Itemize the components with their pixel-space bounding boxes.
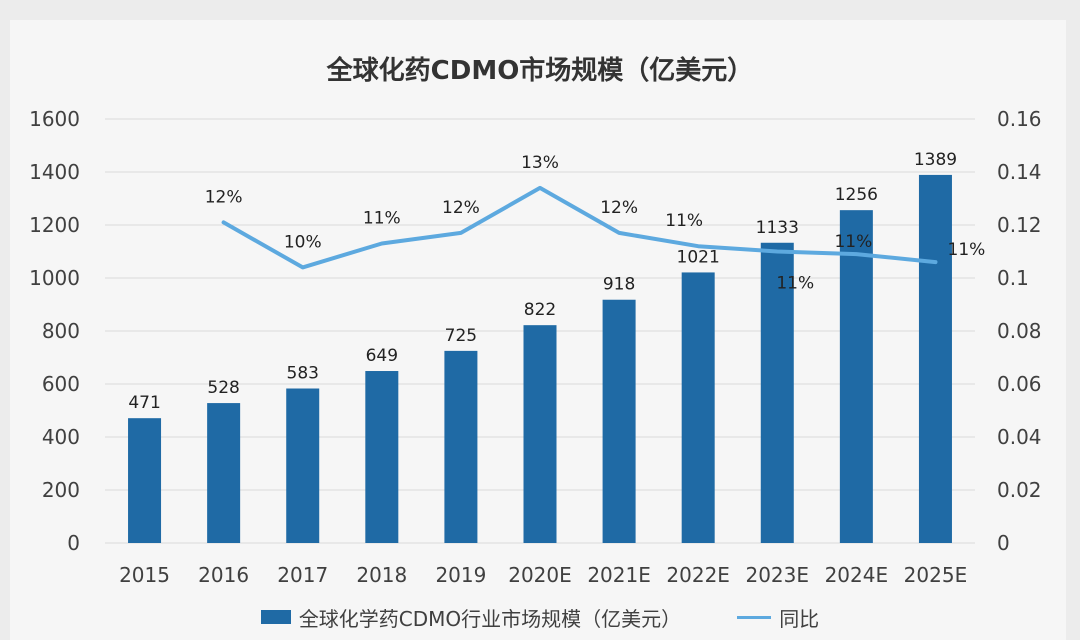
yoy-line [221, 185, 938, 270]
bar-value-label: 1389 [914, 150, 957, 170]
left-axis-tick-label: 600 [42, 372, 80, 396]
x-axis-tick-label: 2016 [198, 563, 249, 587]
legend-item-yoy: 同比 [737, 603, 819, 632]
x-axis-tick-label: 2017 [277, 563, 328, 587]
yoy-value-label: 13% [521, 153, 559, 173]
yoy-value-label: 11% [665, 211, 703, 231]
bar [286, 388, 320, 543]
right-axis-tick-label: 0.14 [997, 160, 1042, 184]
right-axis-tick-label: 0 [997, 531, 1010, 555]
chart-svg: 0 0 200 0.02 400 0.04 600 0.06 800 0.08 1000 0.1 120… [29, 107, 1042, 587]
right-axis-tick-label: 0.04 [997, 425, 1042, 449]
bar [523, 325, 557, 543]
x-axis-tick-label: 2015 [119, 563, 170, 587]
x-axis-tick-label: 2021E [587, 563, 651, 587]
right-axis-tick-label: 0.08 [997, 319, 1042, 343]
right-axis-tick-label: 0.1 [997, 266, 1029, 290]
right-axis-tick-label: 0.06 [997, 372, 1042, 396]
bar [602, 299, 636, 543]
bar [365, 371, 399, 543]
x-axis-tick-label: 2018 [356, 563, 407, 587]
yoy-value-label: 11% [363, 209, 401, 229]
x-axis-tick-label: 2019 [435, 563, 486, 587]
left-axis-tick-label: 1600 [29, 107, 80, 131]
yoy-value-label: 11% [834, 232, 872, 252]
legend-label-market-size: 全球化学药CDMO行业市场规模（亿美元） [298, 606, 682, 631]
chart-title: 全球化药CDMO市场规模（亿美元） [326, 56, 754, 86]
bar-value-label: 918 [603, 275, 635, 295]
bar-value-label: 822 [524, 300, 556, 320]
bar [918, 174, 952, 544]
left-axis-tick-label: 1400 [29, 160, 80, 184]
yoy-value-label: 11% [776, 274, 814, 294]
bar-value-label: 1256 [835, 185, 878, 205]
left-axis-tick-label: 800 [42, 319, 80, 343]
bar-value-label: 528 [207, 378, 239, 398]
yoy-value-label: 11% [948, 240, 986, 260]
bar-value-label: 1021 [677, 247, 720, 267]
legend: 全球化学药CDMO行业市场规模（亿美元） 同比 [0, 600, 1080, 634]
bar [681, 272, 715, 543]
left-axis-tick-label: 1200 [29, 213, 80, 237]
left-axis-tick-label: 0 [67, 531, 80, 555]
bar-value-label: 649 [366, 346, 398, 366]
x-axis-tick-label: 2022E [666, 563, 730, 587]
yoy-value-label: 12% [205, 187, 243, 207]
left-axis-tick-label: 400 [42, 425, 80, 449]
x-axis-tick-label: 2023E [745, 563, 809, 587]
bar-value-label: 1133 [756, 218, 799, 238]
left-axis-tick-label: 200 [42, 478, 80, 502]
bar [760, 242, 794, 543]
bar-value-label: 471 [128, 393, 160, 413]
bar [444, 350, 478, 543]
yoy-value-label: 10% [284, 232, 322, 252]
right-axis-tick-label: 0.16 [997, 107, 1042, 131]
bar [839, 210, 873, 543]
legend-swatch-line [737, 615, 772, 619]
legend-label-yoy: 同比 [779, 606, 820, 631]
x-axis-tick-label: 2025E [904, 563, 968, 587]
legend-swatch-bar [260, 610, 291, 624]
legend-item-market-size: 全球化学药CDMO行业市场规模（亿美元） [260, 603, 682, 632]
yoy-value-label: 12% [600, 198, 638, 218]
bar [128, 418, 162, 543]
bar-value-label: 725 [445, 326, 477, 346]
x-axis-tick-label: 2020E [508, 563, 572, 587]
left-axis-tick-label: 1000 [29, 266, 80, 290]
bar [207, 403, 241, 543]
yoy-value-label: 12% [442, 198, 480, 218]
right-axis-tick-label: 0.02 [997, 478, 1042, 502]
right-axis-tick-label: 0.12 [997, 213, 1042, 237]
x-axis-tick-label: 2024E [825, 563, 889, 587]
bar-value-label: 583 [287, 364, 319, 384]
